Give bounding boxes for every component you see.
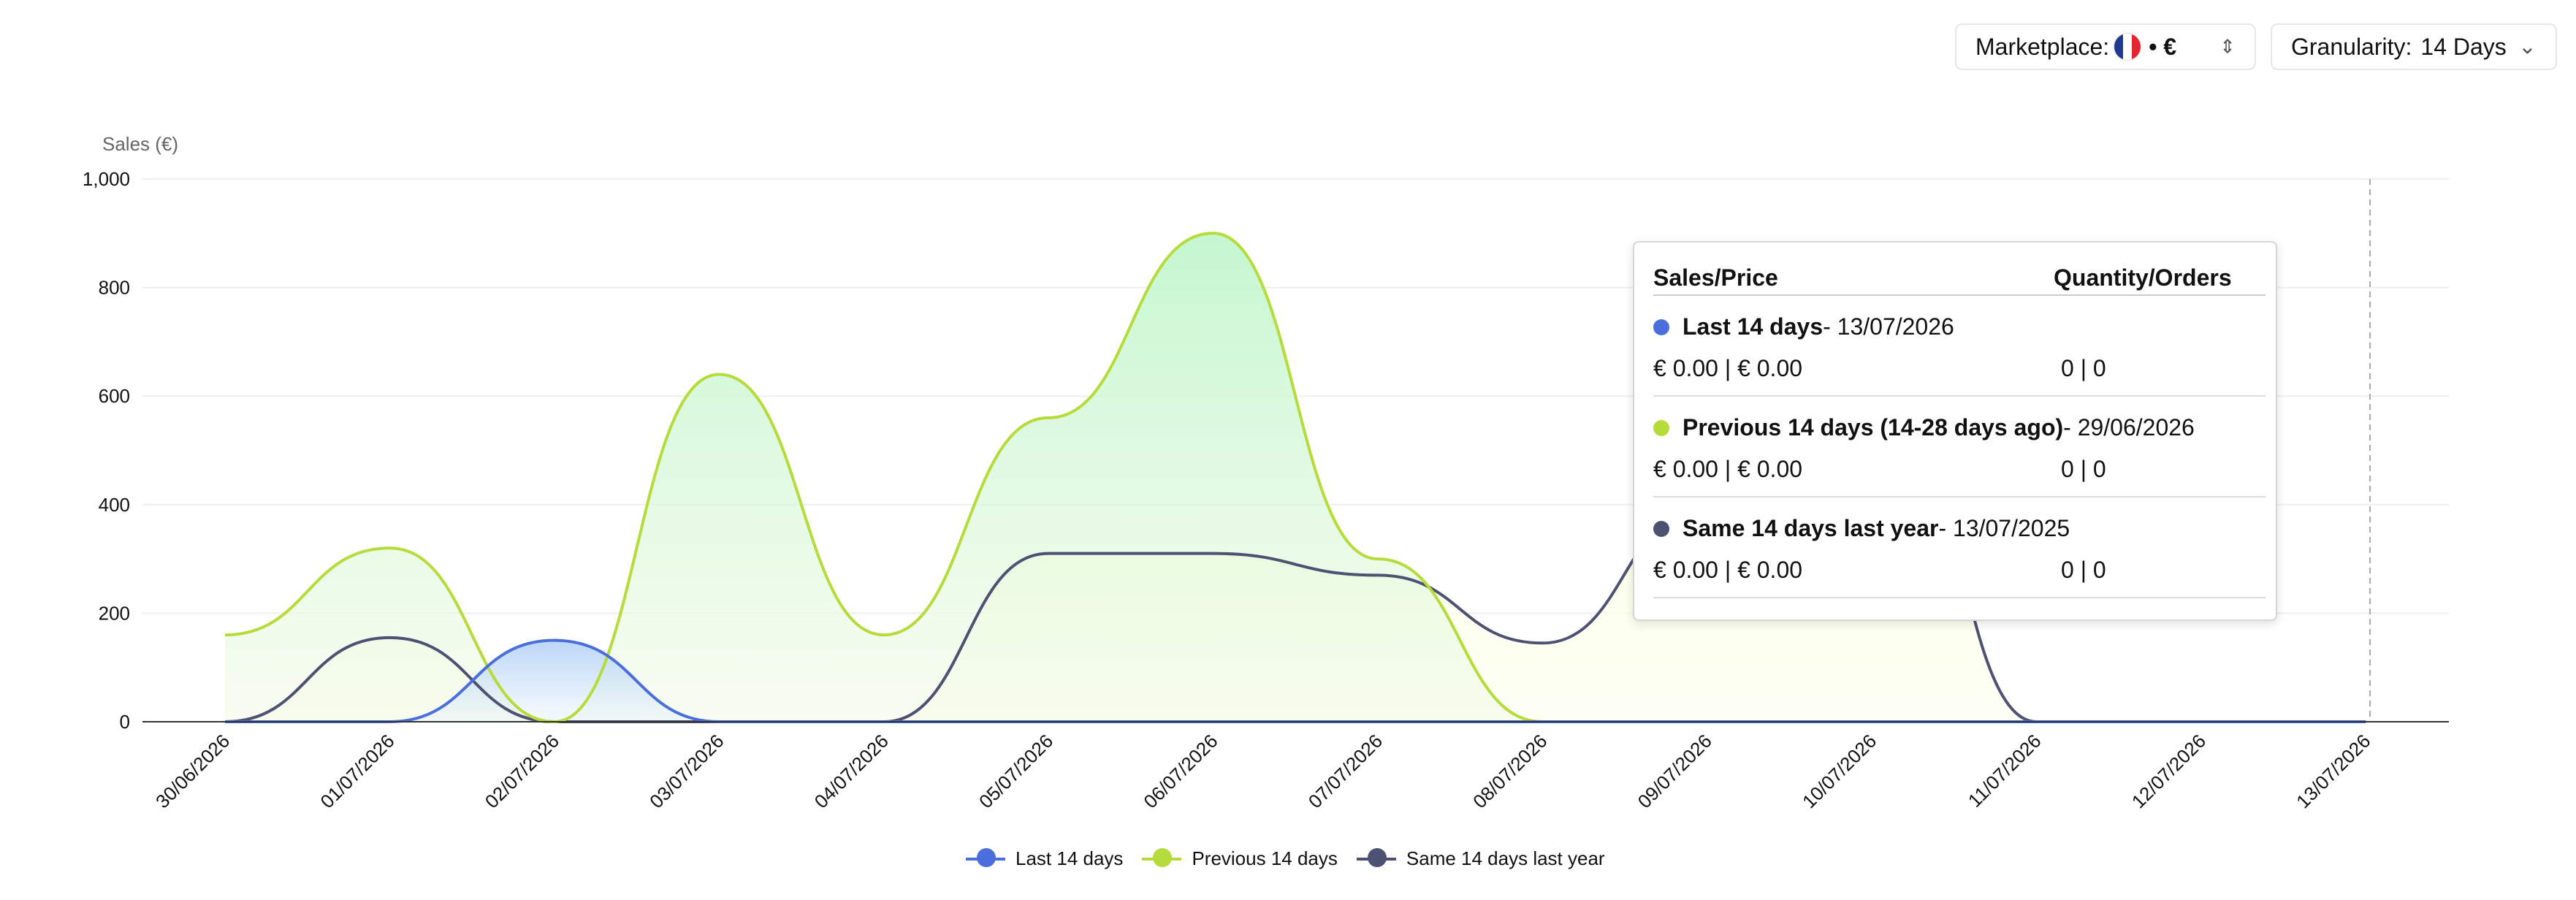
tooltip-sales-value: € 0.00 | € 0.00 [1653, 557, 1803, 583]
x-tick-label: 02/07/2026 [481, 730, 563, 812]
legend-marker-icon [1142, 847, 1182, 867]
tooltip-qty-value: 0 | 0 [2061, 456, 2106, 482]
tooltip-series-name: Last 14 days [1683, 313, 1824, 340]
france-flag-icon [2114, 33, 2142, 61]
marketplace-label: Marketplace: [1975, 33, 2110, 60]
y-tick-label: 400 [99, 494, 130, 516]
legend-label: Previous 14 days [1192, 847, 1338, 869]
x-tick-label: 30/06/2026 [151, 730, 234, 812]
legend-label: Last 14 days [1015, 847, 1124, 869]
y-tick-label: 0 [120, 711, 130, 733]
y-tick-label: 600 [99, 385, 130, 407]
x-tick-label: 06/07/2026 [1139, 730, 1222, 812]
tooltip-qty-value: 0 | 0 [2061, 355, 2106, 381]
tooltip-section-last: Last 14 days - 13/07/2026 € 0.00 | € 0.0… [1653, 296, 2266, 397]
chevron-down-icon: ⌄ [2518, 34, 2537, 59]
legend-item-previous-14-days[interactable]: Previous 14 days [1142, 847, 1338, 870]
granularity-value: 14 Days [2420, 33, 2507, 60]
series-area [225, 233, 2037, 722]
tooltip-col-quantity: Quantity/Orders [2054, 264, 2232, 291]
series-dot-icon [1653, 419, 1669, 436]
tooltip-series-name: Same 14 days last year [1683, 515, 1939, 541]
hover-tooltip: Sales/Price Quantity/Orders Last 14 days… [1633, 241, 2277, 621]
tooltip-col-sales: Sales/Price [1653, 264, 1778, 291]
tooltip-section-last-year: Same 14 days last year - 13/07/2025 € 0.… [1653, 497, 2266, 598]
updown-chevron-icon: ⇕ [2219, 35, 2236, 58]
y-axis-label: Sales (€) [102, 133, 178, 155]
tooltip-series-date: - 13/07/2025 [1938, 515, 2070, 541]
tooltip-sales-value: € 0.00 | € 0.00 [1653, 355, 1803, 381]
legend-marker-icon [966, 847, 1005, 867]
series-dot-icon [1653, 319, 1669, 335]
tooltip-qty-value: 0 | 0 [2061, 557, 2106, 583]
series-area [225, 640, 2366, 722]
x-tick-label: 08/07/2026 [1468, 730, 1551, 812]
x-tick-label: 11/07/2026 [1964, 730, 2046, 812]
granularity-select[interactable]: Granularity: 14 Days ⌄ [2271, 23, 2557, 70]
x-tick-label: 07/07/2026 [1304, 730, 1387, 812]
y-tick-label: 1,000 [83, 168, 130, 190]
x-tick-label: 04/07/2026 [810, 730, 893, 812]
legend-label: Same 14 days last year [1406, 847, 1605, 869]
marketplace-select[interactable]: Marketplace: • € ⇕ [1955, 23, 2256, 70]
x-tick-label: 12/07/2026 [2127, 730, 2210, 812]
y-tick-label: 800 [99, 277, 130, 299]
x-tick-label: 13/07/2026 [2292, 730, 2374, 812]
tooltip-series-date: - 29/06/2026 [2063, 414, 2195, 441]
tooltip-sales-value: € 0.00 | € 0.00 [1653, 456, 1803, 482]
x-tick-label: 05/07/2026 [975, 730, 1057, 812]
tooltip-header: Sales/Price Quantity/Orders [1653, 243, 2266, 296]
x-tick-label: 01/07/2026 [316, 730, 398, 812]
granularity-label: Granularity: [2291, 33, 2412, 60]
series-dot-icon [1653, 520, 1669, 537]
y-tick-label: 200 [99, 602, 130, 624]
legend-item-same-14-days-last-year[interactable]: Same 14 days last year [1356, 847, 1605, 870]
legend-marker-icon [1356, 847, 1396, 867]
x-tick-label: 10/07/2026 [1798, 730, 1880, 812]
legend-item-last-14-days[interactable]: Last 14 days [966, 847, 1123, 870]
x-tick-label: 09/07/2026 [1634, 730, 1716, 812]
chart-legend: Last 14 days Previous 14 days Same 14 da… [966, 847, 1624, 870]
tooltip-section-previous: Previous 14 days (14-28 days ago) - 29/0… [1653, 397, 2266, 497]
marketplace-currency: • € [2149, 33, 2177, 60]
tooltip-series-name: Previous 14 days (14-28 days ago) [1683, 414, 2064, 441]
tooltip-series-date: - 13/07/2026 [1823, 313, 1954, 340]
x-tick-label: 03/07/2026 [645, 730, 728, 812]
